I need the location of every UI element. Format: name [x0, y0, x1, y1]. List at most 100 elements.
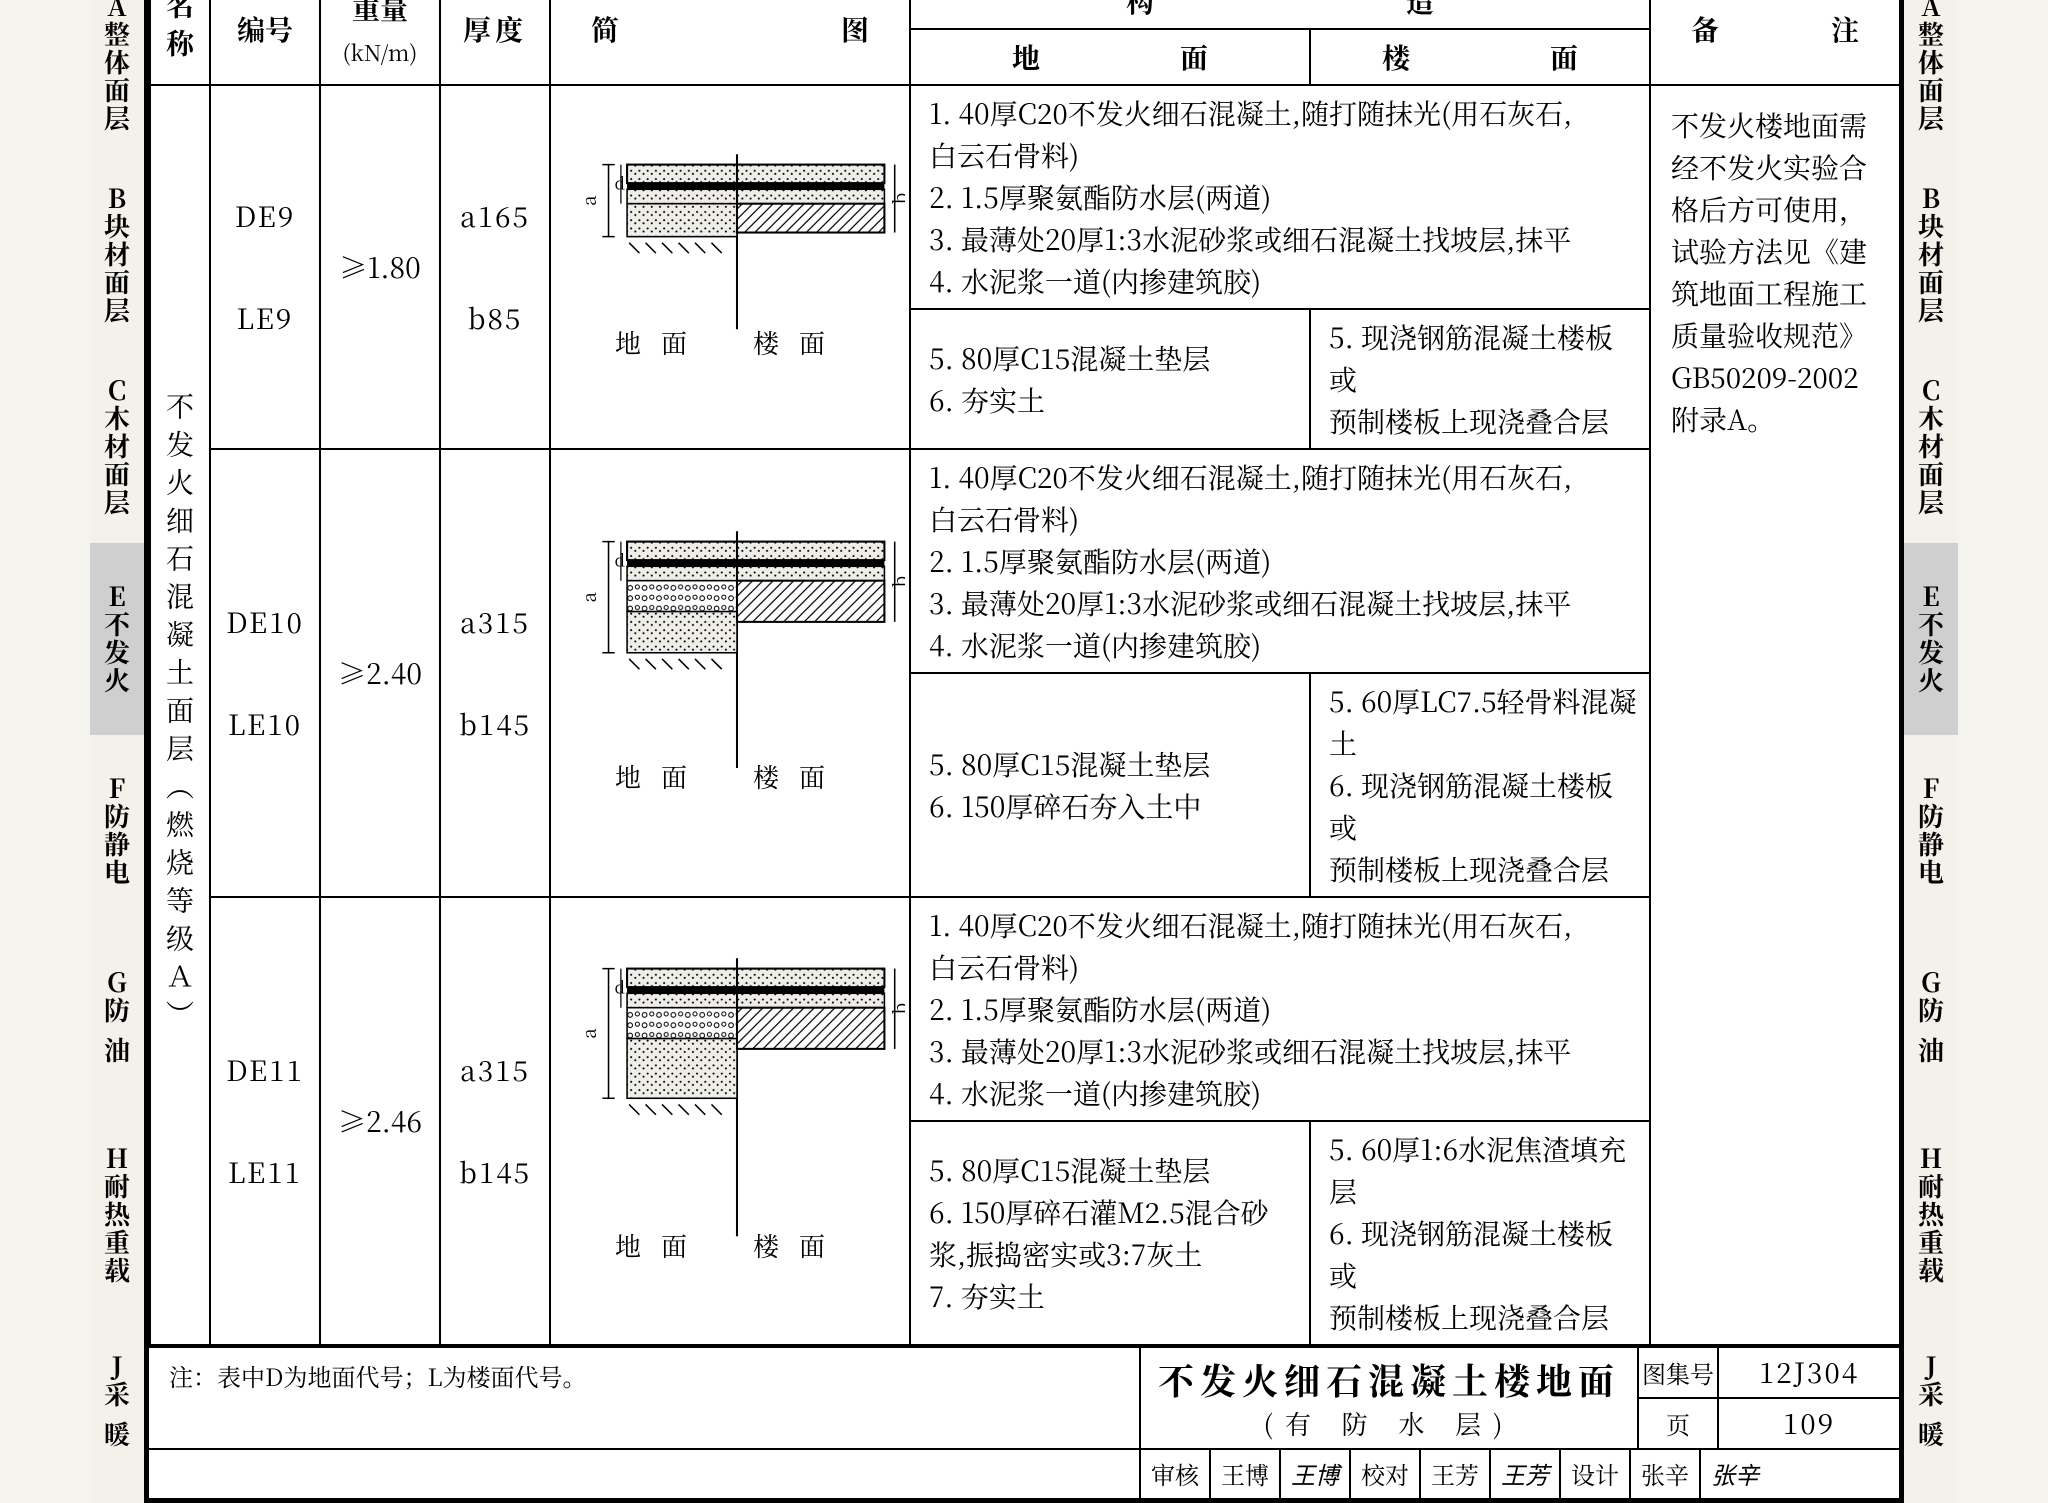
- side-tab-F[interactable]: F防静电: [1904, 735, 1958, 927]
- side-tab-label: 采暖: [1913, 1381, 1950, 1461]
- side-tab-E[interactable]: E不发火: [90, 543, 144, 735]
- section-diagram-svg: a b d: [555, 144, 905, 350]
- col-head-floor: 楼 面: [1310, 29, 1650, 85]
- signoff-sig: 张辛: [1701, 1450, 1769, 1498]
- svg-text:d: d: [615, 547, 625, 571]
- col-head-name: 名称: [150, 0, 210, 85]
- side-tab-label: 不发火: [1913, 611, 1950, 695]
- table-row: DE11LE11≥2.46a315b145 abd地面 楼面1. 40厚C20不…: [150, 897, 1900, 1121]
- side-tab-C[interactable]: C木材面层: [1904, 351, 1958, 543]
- construct-ground-cell: 5. 80厚C15混凝土垫层6. 夯实土: [910, 309, 1310, 449]
- side-tab-J[interactable]: J采暖: [1904, 1311, 1958, 1503]
- side-tab-J[interactable]: J采暖: [90, 1311, 144, 1503]
- svg-text:b: b: [887, 192, 905, 204]
- side-tab-B[interactable]: B块材面层: [90, 159, 144, 351]
- remark-cell: 不发火楼地面需经不发火实验合格后方可使用，试验方法见《建筑地面工程施工质量验收规…: [1650, 85, 1900, 1345]
- side-tab-H[interactable]: H耐热重载: [1904, 1119, 1958, 1311]
- side-tab-B[interactable]: B块材面层: [1904, 159, 1958, 351]
- album-value: 12J304: [1719, 1348, 1899, 1397]
- header-row-1: 名称 编号 重量 (kN/m) 厚度 简 图 构 造 备 注: [150, 0, 1900, 29]
- signoff-name: 王芳: [1421, 1450, 1491, 1498]
- col-head-ground: 地 面: [910, 29, 1310, 85]
- signoff-name: 张辛: [1631, 1450, 1701, 1498]
- main-table: 名称 编号 重量 (kN/m) 厚度 简 图 构 造 备 注 地 面 楼 面: [149, 0, 1901, 1346]
- col-head-weight-label: 重量: [352, 0, 408, 28]
- side-tab-A[interactable]: A整体面层: [1904, 0, 1958, 159]
- diagram-label-floor: 楼面: [753, 758, 845, 795]
- side-tab-code: B: [99, 185, 136, 213]
- svg-text:b: b: [887, 575, 905, 587]
- weight-cell: ≥2.40: [320, 449, 440, 897]
- svg-text:a: a: [576, 591, 602, 602]
- sheet: A整体面层B块材面层C木材面层E不发火F防静电G防油H耐热重载J采暖 名称 编号…: [90, 0, 1958, 1503]
- signoff-lab: 设计: [1561, 1450, 1631, 1498]
- col-head-weight-unit: (kN/m): [343, 37, 418, 68]
- thickness-cell: a165b85: [440, 85, 550, 449]
- construct-ground-cell: 5. 80厚C15混凝土垫层6. 150厚碎石灌M2.5混合砂 浆,振捣密实或3…: [910, 1121, 1310, 1345]
- page-value: 109: [1719, 1399, 1899, 1448]
- construct-ground-cell: 5. 80厚C15混凝土垫层6. 150厚碎石夯入土中: [910, 673, 1310, 897]
- signoff-lab: 校对: [1351, 1450, 1421, 1498]
- side-tab-label: 块材面层: [1913, 213, 1950, 325]
- signoff-sig: 王芳: [1491, 1450, 1561, 1498]
- table-row: DE10LE10≥2.40a315b145 abd地面 楼面1. 40厚C20不…: [150, 449, 1900, 673]
- side-tab-label: 防油: [1913, 997, 1950, 1077]
- side-tab-C[interactable]: C木材面层: [90, 351, 144, 543]
- diagram-label-ground: 地面: [615, 1227, 707, 1264]
- construct-common-cell: 1. 40厚C20不发火细石混凝土,随打随抹光(用石灰石, 白云石骨料)2. 1…: [910, 449, 1650, 673]
- side-tab-code: J: [1913, 1353, 1950, 1381]
- signoff-spacer: [149, 1450, 1139, 1498]
- side-tab-E[interactable]: E不发火: [1904, 543, 1958, 735]
- album-row: 图集号 12J304: [1639, 1348, 1899, 1399]
- title-block-top: 注：表中D为地面代号；L为楼面代号。 不发火细石混凝土楼地面 (有 防 水 层)…: [149, 1348, 1899, 1450]
- side-tab-code: H: [1913, 1145, 1950, 1173]
- svg-text:a: a: [576, 194, 602, 205]
- side-tab-label: 防静电: [99, 803, 136, 887]
- diagram-label-ground: 地面: [615, 758, 707, 795]
- col-head-weight: 重量 (kN/m): [320, 0, 440, 85]
- side-tab-label: 采暖: [99, 1381, 136, 1461]
- side-tab-F[interactable]: F防静电: [90, 735, 144, 927]
- construct-common-cell: 1. 40厚C20不发火细石混凝土,随打随抹光(用石灰石, 白云石骨料)2. 1…: [910, 897, 1650, 1121]
- drawing-title-sub: (有 防 水 层): [1264, 1405, 1515, 1442]
- thickness-cell: a315b145: [440, 449, 550, 897]
- svg-text:d: d: [615, 974, 625, 998]
- side-tab-H[interactable]: H耐热重载: [90, 1119, 144, 1311]
- col-head-remark: 备 注: [1650, 0, 1900, 85]
- svg-text:d: d: [615, 170, 625, 194]
- page-label: 页: [1639, 1399, 1719, 1448]
- code-cell: DE11LE11: [210, 897, 320, 1345]
- side-tab-label: 整体面层: [99, 21, 136, 133]
- side-tab-code: A: [99, 0, 136, 21]
- page-row: 页 109: [1639, 1399, 1899, 1448]
- section-diagram-svg: abd: [555, 948, 905, 1257]
- diagram-cell: abd地面 楼面: [550, 897, 910, 1345]
- drawing-title: 不发火细石混凝土楼地面 (有 防 水 层): [1139, 1348, 1639, 1448]
- left-tab-strip: A整体面层B块材面层C木材面层E不发火F防静电G防油H耐热重载J采暖: [90, 0, 144, 1503]
- construct-floor-cell: 5. 现浇钢筋混凝土楼板或 预制楼板上现浇叠合层: [1310, 309, 1650, 449]
- construct-floor-cell: 5. 60厚LC7.5轻骨料混凝土6. 现浇钢筋混凝土楼板或 预制楼板上现浇叠合…: [1310, 673, 1650, 897]
- side-tab-label: 木材面层: [1913, 405, 1950, 517]
- side-tab-code: A: [1913, 0, 1950, 21]
- side-tab-A[interactable]: A整体面层: [90, 0, 144, 159]
- thickness-cell: a315b145: [440, 897, 550, 1345]
- svg-text:b: b: [887, 1003, 905, 1015]
- signoff-name: 王博: [1211, 1450, 1281, 1498]
- code-cell: DE9LE9: [210, 85, 320, 449]
- diagram-cell: abd地面 楼面: [550, 85, 910, 449]
- side-tab-G[interactable]: G防油: [1904, 927, 1958, 1119]
- side-tab-code: E: [1913, 583, 1950, 611]
- drawing-title-main: 不发火细石混凝土楼地面: [1158, 1354, 1620, 1405]
- side-tab-G[interactable]: G防油: [90, 927, 144, 1119]
- weight-cell: ≥1.80: [320, 85, 440, 449]
- side-tab-label: 木材面层: [99, 405, 136, 517]
- page: A整体面层B块材面层C木材面层E不发火F防静电G防油H耐热重载J采暖 名称 编号…: [0, 0, 2048, 1469]
- construct-common-cell: 1. 40厚C20不发火细石混凝土,随打随抹光(用石灰石, 白云石骨料)2. 1…: [910, 85, 1650, 309]
- signoff-lab: 审核: [1141, 1450, 1211, 1498]
- table-row: 不发火细石混凝土面层（燃烧等级Ａ）DE9LE9≥1.80a165b85 abd地…: [150, 85, 1900, 309]
- col-head-thickness: 厚度: [440, 0, 550, 85]
- diagram-cell: a b d 地面 楼面: [550, 449, 910, 897]
- col-head-construct: 构 造: [910, 0, 1650, 29]
- side-tab-code: J: [99, 1353, 136, 1381]
- diagram-label-floor: 楼面: [753, 324, 845, 361]
